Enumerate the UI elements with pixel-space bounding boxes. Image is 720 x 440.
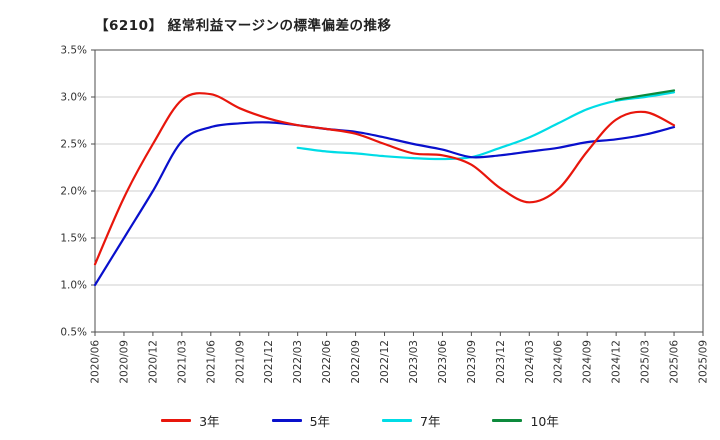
svg-text:1.0%: 1.0%	[60, 280, 87, 292]
legend-swatch-10y	[492, 419, 523, 422]
svg-text:2024/09: 2024/09	[582, 340, 594, 384]
svg-text:2022/09: 2022/09	[350, 340, 362, 384]
svg-text:0.5%: 0.5%	[60, 327, 87, 339]
series-line-7年	[296, 91, 676, 161]
gridlines	[95, 49, 703, 333]
svg-text:2024/06: 2024/06	[553, 340, 565, 384]
svg-text:3.0%: 3.0%	[60, 92, 87, 104]
svg-text:2024/03: 2024/03	[524, 340, 536, 384]
axis-ticks	[91, 49, 704, 336]
chart-legend: 3年 5年 7年 10年	[0, 411, 720, 430]
svg-text:2021/03: 2021/03	[176, 340, 188, 384]
legend-item-3y: 3年	[161, 411, 220, 430]
legend-item-10y: 10年	[492, 411, 559, 430]
chart-title: 【6210】 経常利益マージンの標準偏差の推移	[95, 18, 392, 34]
legend-label-7y: 7年	[420, 414, 441, 429]
legend-label-10y: 10年	[530, 414, 559, 429]
series-line-10年	[615, 89, 676, 101]
svg-text:2023/03: 2023/03	[408, 340, 420, 384]
svg-text:2025/06: 2025/06	[669, 340, 681, 384]
svg-text:2023/12: 2023/12	[495, 340, 507, 384]
svg-text:2022/06: 2022/06	[321, 340, 333, 384]
svg-text:2023/06: 2023/06	[437, 340, 449, 384]
svg-text:3.5%: 3.5%	[60, 45, 87, 57]
legend-swatch-5y	[271, 419, 302, 422]
svg-text:2022/03: 2022/03	[292, 340, 304, 384]
legend-item-5y: 5年	[271, 411, 331, 430]
series-line-5年	[93, 121, 676, 287]
svg-text:2021/06: 2021/06	[205, 340, 217, 384]
svg-text:1.5%: 1.5%	[60, 233, 87, 245]
svg-text:2.5%: 2.5%	[60, 139, 87, 151]
svg-text:2025/03: 2025/03	[640, 340, 652, 384]
plot-border	[94, 49, 704, 333]
series-line-3年	[93, 92, 676, 266]
legend-swatch-3y	[161, 419, 192, 422]
legend-item-7y: 7年	[382, 411, 440, 430]
x-axis-labels: 2020/06 2020/09 2020/12 2021/03 2021/06 2021/…	[90, 340, 710, 384]
legend-label-5y: 5年	[309, 414, 331, 429]
svg-text:2024/12: 2024/12	[611, 340, 623, 384]
legend-label-3y: 3年	[199, 414, 220, 429]
line-chart: 0.5%1.0%1.5%2.0%2.5%3.0%3.5%2020/06 2020/…	[60, 45, 710, 384]
svg-text:2020/12: 2020/12	[147, 340, 159, 384]
svg-text:2.0%: 2.0%	[60, 186, 87, 198]
svg-text:2025/09: 2025/09	[698, 340, 710, 384]
svg-text:2020/06: 2020/06	[90, 340, 102, 384]
svg-text:2021/09: 2021/09	[234, 340, 246, 384]
y-axis-labels: 0.5% 1.0% 1.5% 2.0% 2.5% 3.0% 3.5%	[60, 45, 87, 339]
svg-text:2020/09: 2020/09	[118, 340, 130, 384]
svg-text:2023/09: 2023/09	[466, 340, 478, 384]
svg-text:2021/12: 2021/12	[263, 340, 275, 384]
svg-text:2022/12: 2022/12	[379, 340, 391, 384]
legend-swatch-7y	[382, 419, 413, 422]
